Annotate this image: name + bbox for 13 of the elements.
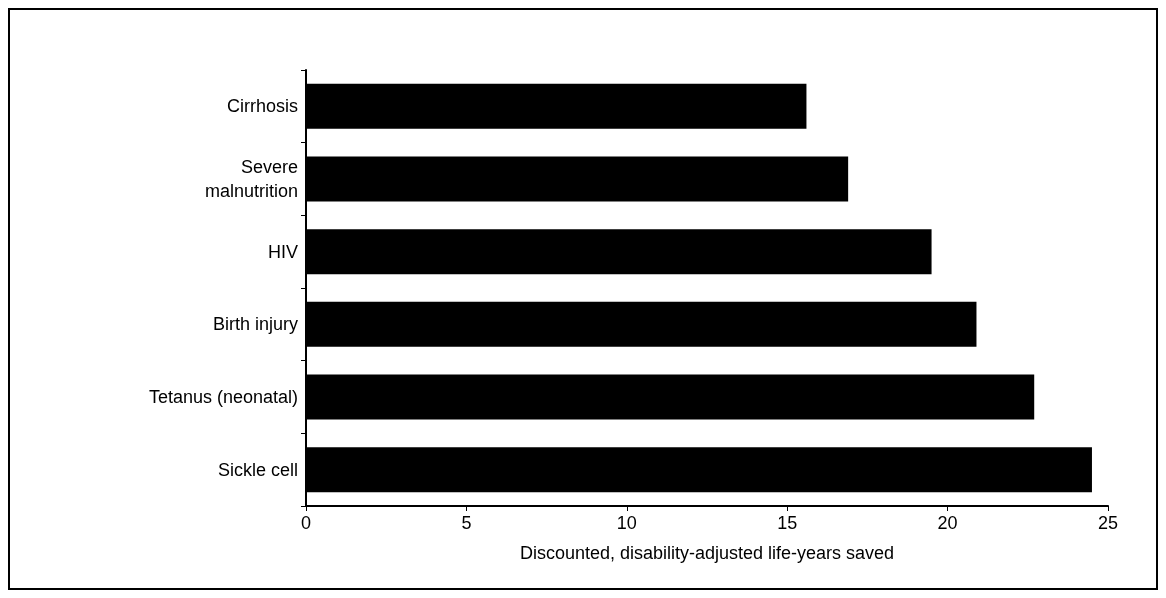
x-axis-title: Discounted, disability-adjusted life-years saved [519, 543, 895, 563]
y-tick-label: Severe malnutrition [204, 157, 298, 201]
y-tick-label: HIV [267, 241, 298, 262]
y-tick-label: Birth injury [212, 314, 298, 335]
x-tick-label: 5 [461, 513, 472, 533]
y-tick-label: Tetanus (neonatal) [148, 387, 298, 407]
x-tick-label: 20 [937, 513, 958, 533]
x-tick-label: 25 [1097, 513, 1119, 533]
x-tick-label: 10 [616, 513, 637, 533]
x-tick-label: 0 [300, 513, 312, 533]
y-tick-label: Sickle cell [217, 459, 298, 480]
y-tick-label: Cirrhosis [226, 96, 298, 117]
x-tick-label: 15 [777, 513, 798, 533]
